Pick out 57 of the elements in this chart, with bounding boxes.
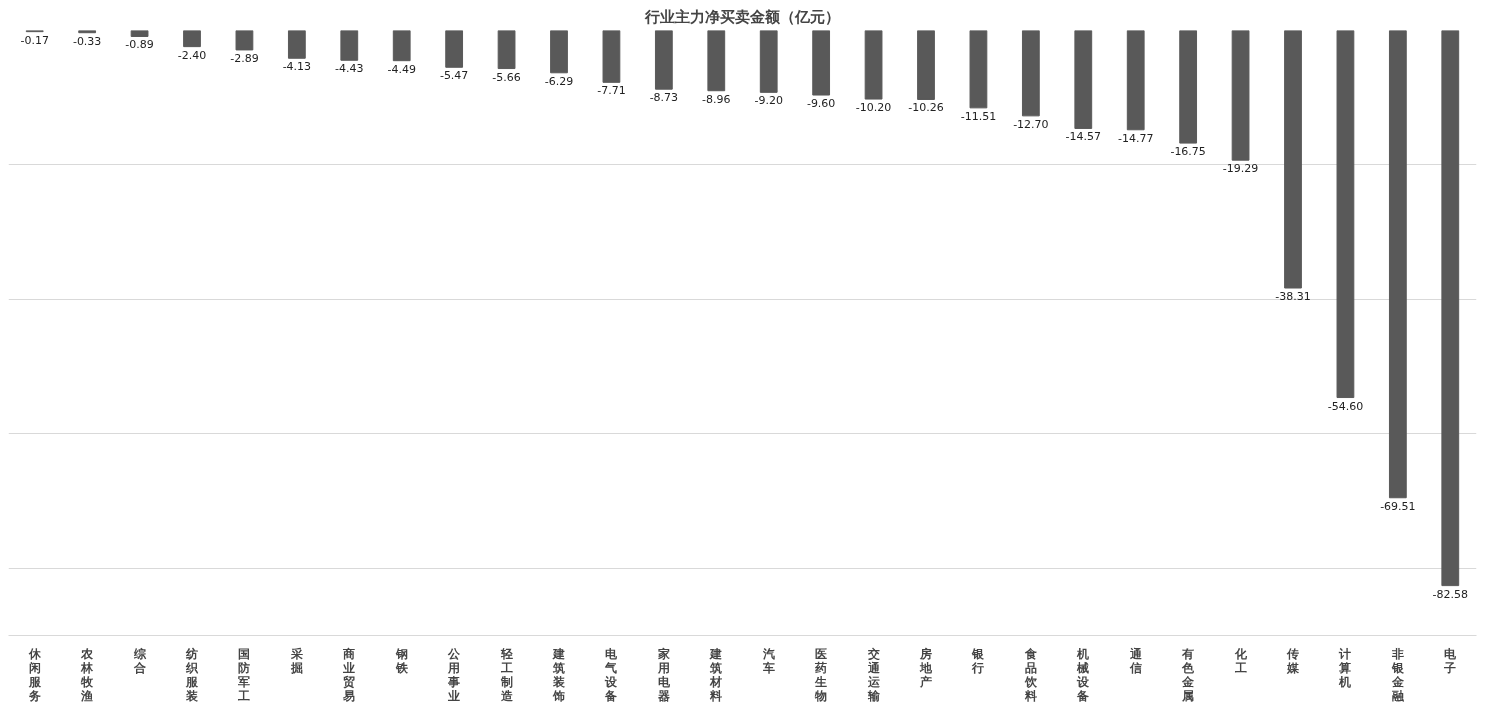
x-tick-label: 有色金属 <box>1181 646 1196 703</box>
x-tick-label: 国防军工 <box>237 646 251 703</box>
x-tick-label: 传媒 <box>1286 646 1300 675</box>
data-label: -82.58 <box>1432 587 1469 601</box>
x-tick-label: 家用电器 <box>656 646 671 703</box>
x-tick-label: 医药生物 <box>814 646 828 703</box>
x-tick-label: 电气设备 <box>604 646 619 703</box>
data-label: -11.51 <box>960 109 997 123</box>
x-tick-label: 银行 <box>971 646 986 675</box>
data-label: -4.49 <box>387 62 416 76</box>
x-tick-label: 采掘 <box>289 646 303 675</box>
data-label: -0.17 <box>20 33 49 47</box>
x-tick-label: 钢铁 <box>394 646 409 675</box>
x-tick-label: 汽车 <box>761 646 775 675</box>
data-label: -14.77 <box>1117 131 1154 145</box>
x-tick-label: 电子 <box>1443 646 1458 675</box>
x-tick-label: 建筑材料 <box>709 646 723 703</box>
x-tick-label: 农林牧渔 <box>80 646 95 703</box>
data-label: -10.26 <box>908 101 944 115</box>
x-tick-label: 计算机 <box>1338 646 1352 689</box>
data-label: -8.96 <box>702 92 731 106</box>
data-label: -38.31 <box>1275 290 1311 304</box>
data-label: -54.60 <box>1327 399 1364 413</box>
x-tick-label: 化工 <box>1233 646 1248 675</box>
data-label: -0.89 <box>125 38 154 52</box>
data-label: -2.40 <box>177 48 207 62</box>
x-tick-label: 交通运输 <box>866 646 881 703</box>
data-label: -4.43 <box>335 62 364 76</box>
data-label: -2.89 <box>230 51 259 65</box>
data-label: -9.20 <box>754 94 783 108</box>
data-label: -6.29 <box>544 74 574 88</box>
x-tick-label: 食品饮料 <box>1023 646 1038 703</box>
x-tick-label: 建筑装饰 <box>552 646 566 703</box>
x-tick-label: 房地产 <box>919 646 933 689</box>
data-label: -5.47 <box>439 69 469 83</box>
data-label: -5.66 <box>492 70 521 84</box>
data-label: -7.71 <box>597 84 626 98</box>
data-label: -69.51 <box>1380 499 1416 513</box>
x-tick-label: 商业贸易 <box>342 646 356 703</box>
data-label: -0.33 <box>72 34 102 48</box>
chart-title: 行业主力净买卖金额（亿元） <box>644 7 840 26</box>
data-label: -10.20 <box>855 101 892 115</box>
data-label: -14.57 <box>1065 130 1102 144</box>
data-label: -16.75 <box>1170 145 1206 159</box>
x-tick-label: 通信 <box>1128 646 1143 675</box>
x-tick-label: 公用事业 <box>447 646 462 703</box>
data-label: -12.70 <box>1013 117 1049 131</box>
x-tick-label: 非银金融 <box>1390 646 1405 703</box>
x-tick-label: 机械设备 <box>1076 646 1091 703</box>
data-label: -4.13 <box>282 60 312 74</box>
x-tick-label: 综合 <box>132 646 147 675</box>
data-label: -9.60 <box>806 97 836 111</box>
data-label: -19.29 <box>1222 162 1259 176</box>
x-tick-label: 纺织服装 <box>185 646 199 703</box>
x-tick-label: 轻工制造 <box>499 646 514 703</box>
data-label: -8.73 <box>649 91 679 105</box>
x-tick-label: 休闲服务 <box>27 646 42 703</box>
